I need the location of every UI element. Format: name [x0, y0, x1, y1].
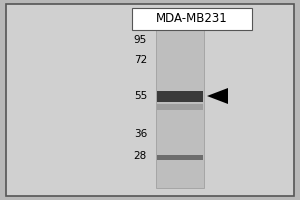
Text: 95: 95: [134, 35, 147, 45]
Text: MDA-MB231: MDA-MB231: [156, 12, 228, 25]
Text: 36: 36: [134, 129, 147, 139]
Text: 28: 28: [134, 151, 147, 161]
Bar: [157, 90, 203, 102]
Text: 72: 72: [134, 55, 147, 65]
Bar: [157, 154, 203, 160]
Polygon shape: [207, 88, 228, 104]
Text: 55: 55: [134, 91, 147, 101]
Bar: [132, 8, 252, 30]
Bar: [156, 30, 204, 188]
Bar: [157, 104, 203, 110]
